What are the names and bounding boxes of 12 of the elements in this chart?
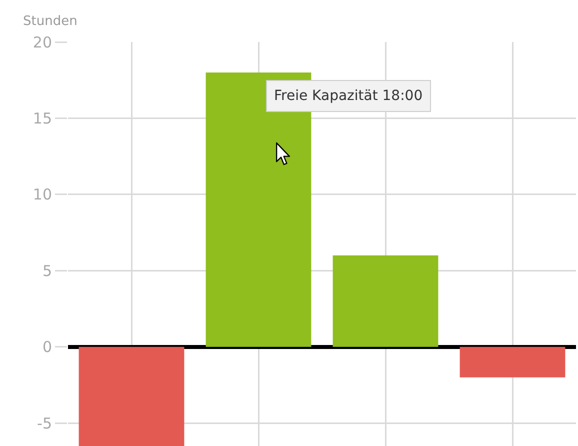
annotation: Freie Kapazität 18:00 xyxy=(274,88,423,104)
y-tick-label: 15 xyxy=(32,109,52,128)
y-tick-label: -5 xyxy=(37,414,52,432)
y-tick-label: 10 xyxy=(32,186,52,204)
y-tick-label: 5 xyxy=(42,262,52,280)
bar xyxy=(206,72,312,347)
bar xyxy=(332,255,438,347)
y-tick-label: 0 xyxy=(42,338,52,356)
y-tick-label: 20 xyxy=(32,33,52,52)
y-axis-title: Stunden xyxy=(23,14,78,29)
bar xyxy=(460,346,566,378)
bar xyxy=(78,346,184,446)
